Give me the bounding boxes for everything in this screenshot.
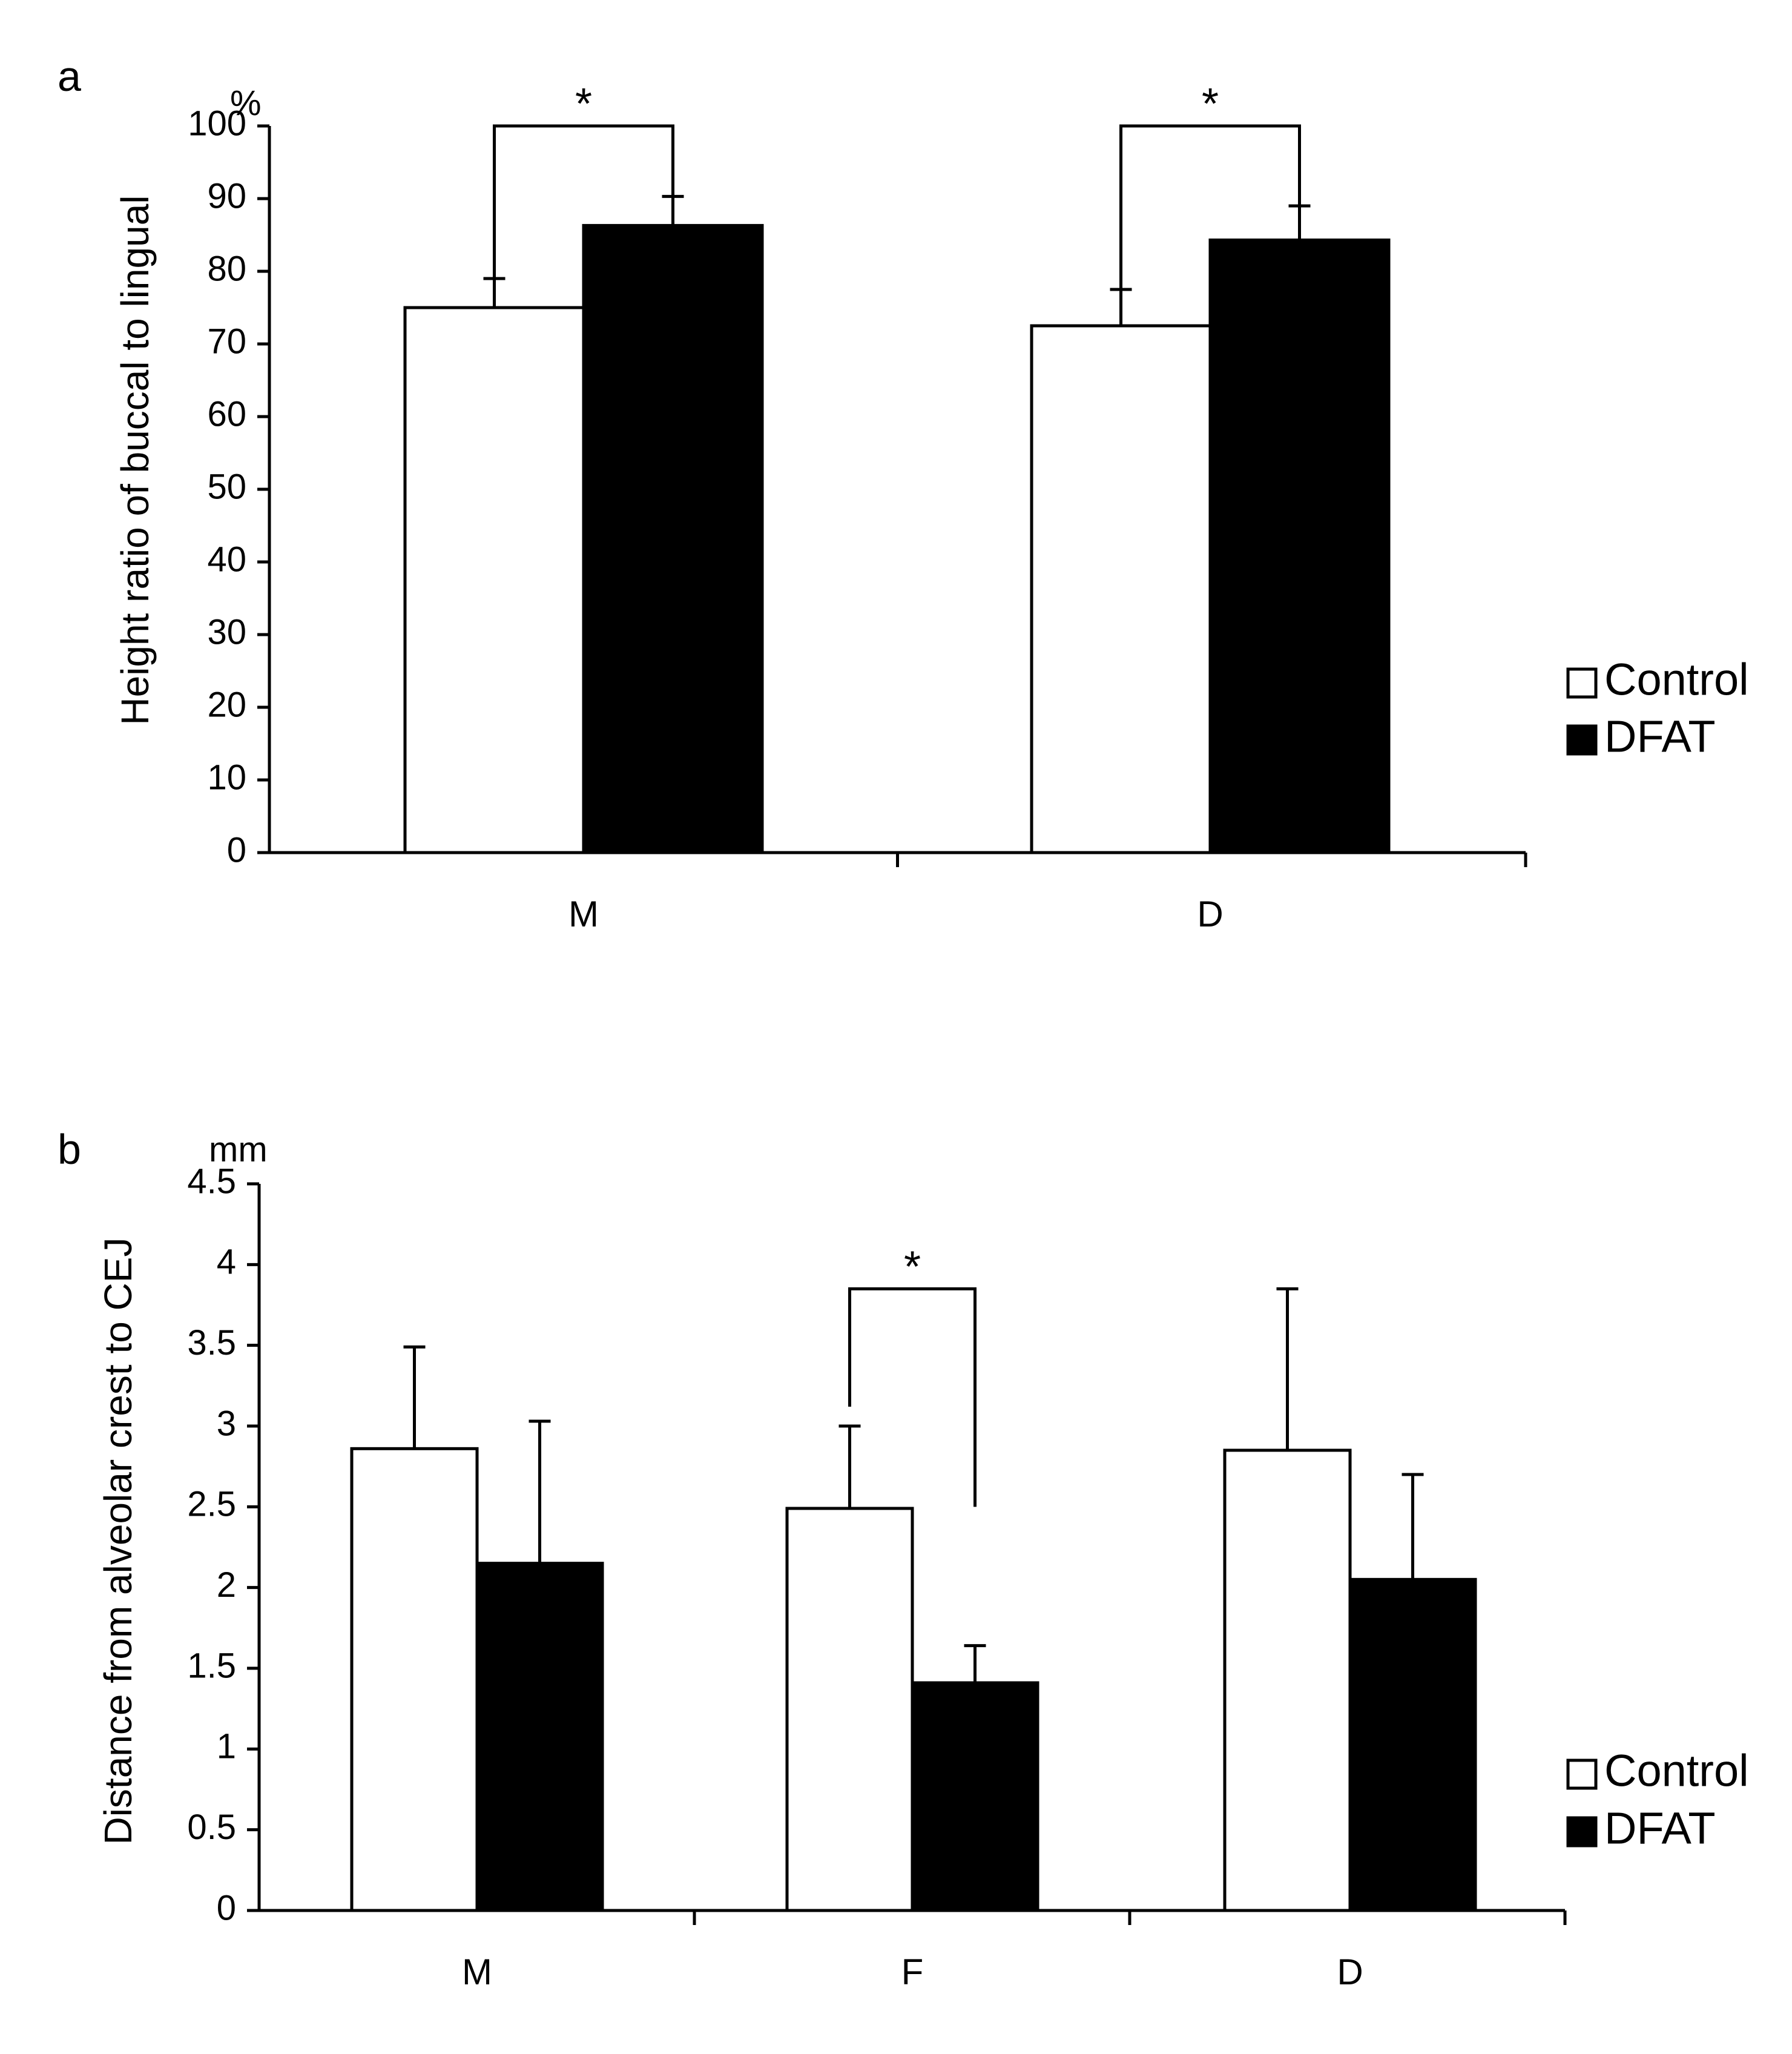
panel-a-legend: Control DFAT: [1566, 655, 1749, 762]
panel-a-label: a: [58, 53, 81, 100]
bar-dfat-d: [1348, 1577, 1477, 1912]
y-tick-label: 1.5: [187, 1646, 236, 1685]
bar-control-m: [350, 1447, 479, 1912]
y-tick-label: 10: [207, 758, 246, 797]
legend-swatch-control: [1566, 667, 1598, 699]
x-tick-label-m: M: [462, 1952, 492, 1992]
bar-dfat-m: [582, 223, 764, 854]
y-tick-label: 20: [207, 685, 246, 724]
legend-label-dfat: DFAT: [1604, 1803, 1716, 1854]
bar-control-d: [1223, 1448, 1352, 1912]
y-tick-label: 4: [217, 1243, 236, 1282]
x-tick-label-f: F: [901, 1952, 924, 1992]
panel-b-bars: [350, 1447, 1477, 1912]
y-tick-label: 2.5: [187, 1485, 236, 1524]
y-tick-label: 90: [207, 176, 246, 216]
y-tick-label: 3.5: [187, 1323, 236, 1362]
panel-b-chart: b mm Distance from alveolar crest to CEJ…: [58, 1126, 1749, 1992]
panel-b-axes: 0 0.5 1 1.5 2 2.5 3 3.5 4 4.5: [187, 1161, 1567, 1927]
significance-star: *: [904, 1243, 921, 1291]
panel-b-significance: *: [848, 1243, 977, 1507]
y-tick-label: 100: [188, 104, 246, 143]
panel-a-y-axis-label: Height ratio of buccal to lingual: [113, 195, 157, 725]
legend-swatch-dfat: [1566, 724, 1598, 756]
panel-a-bars: [403, 223, 1391, 854]
bar-dfat-f: [911, 1681, 1039, 1912]
bar-control-f: [785, 1507, 914, 1912]
legend-swatch-dfat: [1566, 1816, 1598, 1848]
legend-label-control: Control: [1604, 1746, 1749, 1796]
y-tick-label: 3: [217, 1404, 236, 1443]
significance-bracket: [1119, 124, 1301, 322]
y-tick-label: 0: [217, 1888, 236, 1927]
panel-a-chart: a % Height ratio of buccal to lingual 0 1…: [58, 53, 1749, 934]
x-tick-label-d: D: [1337, 1952, 1363, 1992]
y-tick-label: 60: [207, 394, 246, 434]
panel-b-error-bars: [403, 1287, 1424, 1683]
legend-swatch-control: [1566, 1758, 1598, 1790]
y-tick-label: 2: [217, 1565, 236, 1605]
y-tick-label: 80: [207, 249, 246, 288]
panel-a-significance: * *: [493, 80, 1301, 322]
bar-dfat-d: [1208, 238, 1391, 854]
y-tick-label: 40: [207, 540, 246, 579]
panel-a-y-unit: %: [230, 84, 262, 123]
x-tick-label-d: D: [1197, 894, 1223, 934]
y-tick-label: 4.5: [187, 1161, 236, 1201]
panel-b-label: b: [58, 1126, 81, 1173]
significance-star: *: [1202, 80, 1219, 128]
bar-dfat-m: [475, 1562, 604, 1912]
y-tick-label: 0.5: [187, 1808, 236, 1847]
panel-b-y-axis-label: Distance from alveolar crest to CEJ: [96, 1238, 140, 1845]
y-tick-label: 0: [227, 830, 246, 870]
significance-bracket: [848, 1287, 977, 1507]
y-tick-label: 1: [217, 1727, 236, 1766]
bar-control-d: [1030, 324, 1212, 854]
x-tick-label-m: M: [568, 894, 599, 934]
panel-b-y-unit: mm: [209, 1130, 268, 1169]
y-tick-label: 50: [207, 467, 246, 506]
significance-bracket: [493, 124, 674, 308]
legend-label-dfat: DFAT: [1604, 712, 1716, 762]
legend-label-control: Control: [1604, 655, 1749, 705]
y-tick-label: 70: [207, 322, 246, 361]
significance-star: *: [575, 80, 592, 128]
bar-control-m: [403, 306, 585, 854]
panel-b-legend: Control DFAT: [1566, 1746, 1749, 1854]
y-tick-label: 30: [207, 612, 246, 652]
